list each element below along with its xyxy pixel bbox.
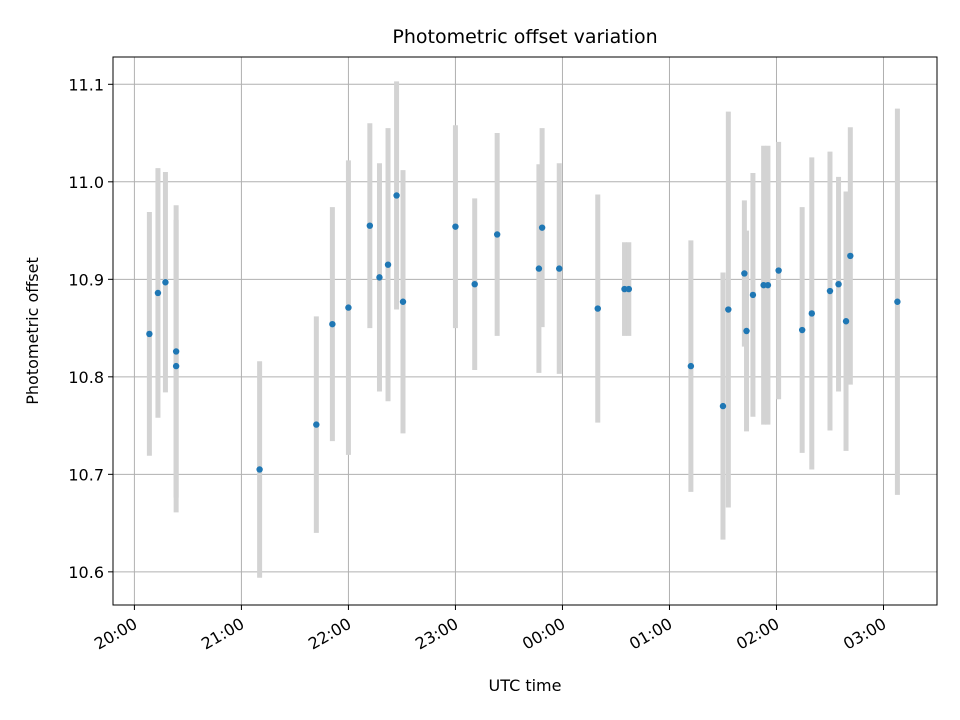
data-point [725,306,732,313]
plot-frame [112,56,938,606]
data-point [842,318,850,325]
data-point [687,362,695,370]
data-point [719,402,727,410]
y-tick-label: 11.0 [68,173,104,192]
data-point [798,326,806,334]
data-point [384,261,392,268]
data-point [826,287,834,295]
y-tick-label: 11.1 [68,75,104,94]
chart-title: Photometric offset variation [392,26,657,48]
data-point [313,421,320,428]
data-points [146,192,901,473]
data-point [366,222,374,229]
data-point [471,280,478,288]
data-point [393,192,400,199]
data-point [847,252,854,260]
data-point [146,330,153,338]
data-point [749,291,757,299]
data-point [376,274,383,281]
x-axis-label: UTC time [489,676,562,695]
data-point [594,305,601,312]
data-point [538,224,546,231]
data-point [172,362,180,370]
data-point [399,298,407,305]
y-tick-label: 10.6 [68,563,104,582]
data-point [329,320,336,328]
data-point [452,223,459,230]
data-point [625,285,633,293]
y-axis-label: Photometric offset [23,257,42,405]
data-point [808,310,815,317]
data-point [345,304,352,311]
data-point [894,298,901,305]
y-axis-ticks: 10.6 10.7 10.8 10.9 11.0 11.1 [68,75,113,582]
data-point [162,279,169,286]
y-tick-label: 10.8 [68,368,104,387]
y-tick-label: 10.9 [68,270,104,289]
y-tick-label: 10.7 [68,465,104,484]
data-point [835,280,842,288]
data-point [493,231,501,238]
data-point [535,265,543,272]
data-point [256,466,263,473]
data-point [556,265,563,272]
data-point [741,270,748,277]
data-point [743,327,750,335]
data-point [172,348,180,355]
data-point [775,267,782,274]
grid [113,57,937,605]
data-point [764,281,772,289]
data-point [154,289,162,297]
